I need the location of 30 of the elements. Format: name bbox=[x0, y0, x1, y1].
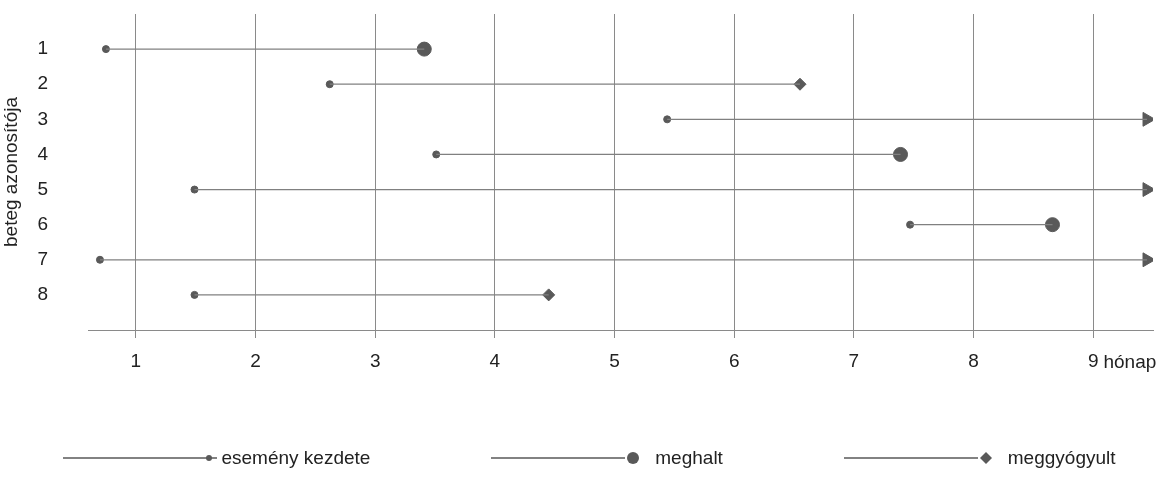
x-tick-label: 1 bbox=[130, 349, 142, 371]
legend-label: meggyógyult bbox=[1007, 447, 1116, 469]
y-tick-label: 8 bbox=[37, 283, 48, 305]
y-tick-label: 5 bbox=[37, 177, 48, 199]
legend-label: esemény kezdete bbox=[221, 447, 371, 469]
x-tick-label: 2 bbox=[250, 349, 261, 371]
point bbox=[416, 41, 432, 57]
y-axis-title: beteg azonosítója bbox=[0, 96, 21, 248]
y-tick-label: 6 bbox=[37, 212, 48, 234]
x-tick-label: 4 bbox=[489, 349, 501, 371]
y-tick-label: 2 bbox=[37, 72, 48, 94]
x-tick-label: 5 bbox=[609, 349, 620, 371]
x-tick-label: 3 bbox=[369, 349, 381, 371]
point bbox=[1142, 182, 1153, 197]
y-tick-label: 4 bbox=[37, 142, 49, 164]
point bbox=[893, 146, 909, 162]
y-tick-label: 1 bbox=[37, 37, 48, 59]
x-tick-label: 9 bbox=[1087, 349, 1099, 371]
x-tick-label: 7 bbox=[848, 349, 860, 371]
y-tick-label: 7 bbox=[37, 248, 48, 270]
point bbox=[793, 77, 807, 91]
y-tick-label: 3 bbox=[37, 107, 48, 129]
legend-label: meghalt bbox=[655, 447, 723, 469]
x-axis-title: hónap bbox=[1103, 351, 1157, 373]
point bbox=[1044, 217, 1060, 233]
x-tick-label: 8 bbox=[968, 349, 979, 371]
point bbox=[190, 185, 199, 194]
x-tick-label: 6 bbox=[728, 349, 740, 371]
point bbox=[325, 80, 334, 89]
point bbox=[95, 255, 104, 264]
